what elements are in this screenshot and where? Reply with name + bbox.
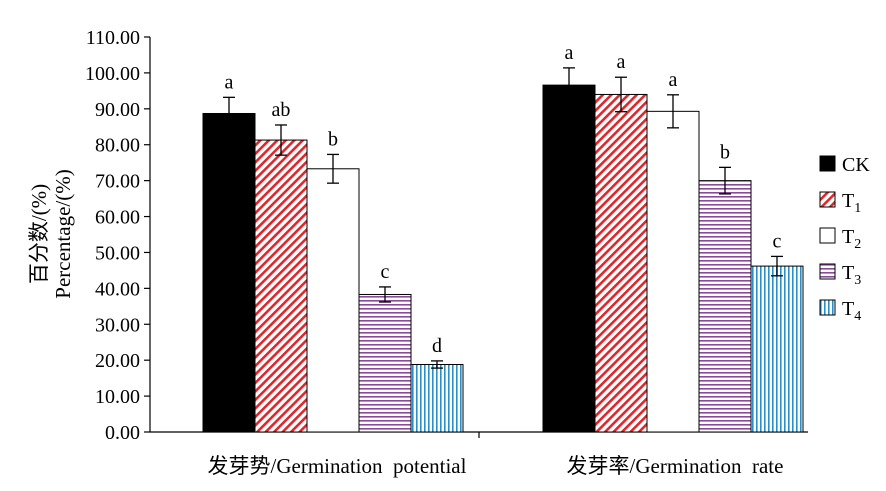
y-tick-label: 10.00 [95, 386, 140, 408]
bar-t4-rate [750, 265, 804, 433]
x-category-label-rate: 发芽率/Germination rate [567, 454, 784, 478]
significance-letter: c [773, 230, 782, 252]
y-axis-title-en-group: Percentage/(%) [51, 169, 75, 298]
significance-letter: a [225, 71, 234, 93]
significance-letter: c [381, 261, 390, 283]
significance-letter: a [617, 51, 626, 73]
y-tick-label: 80.00 [95, 135, 140, 157]
legend-label: T1 [842, 190, 861, 216]
bar-ck-rate [542, 84, 596, 433]
y-tick-label: 70.00 [95, 171, 140, 193]
y-ticks: 0.00 10.00 20.00 30.00 40.00 50.00 60.00 70.00 8… [85, 27, 150, 444]
y-tick-label: 110.00 [86, 27, 140, 49]
legend-swatch [819, 263, 836, 280]
y-tick-label: 30.00 [95, 314, 140, 336]
significance-letter: d [432, 335, 442, 357]
significance-letter: a [669, 69, 678, 91]
legend: CK T1 T2 T3 T4 [819, 154, 870, 324]
significance-letter: b [328, 128, 338, 150]
legend-swatch [819, 155, 836, 172]
bar-t1-rate [594, 93, 648, 433]
legend-label: T4 [842, 298, 861, 324]
significance-letter: a [565, 42, 574, 64]
bar-t2-rate [646, 110, 700, 433]
y-tick-label: 100.00 [85, 63, 140, 85]
y-tick-label: 0.00 [105, 422, 140, 444]
bar-t3-rate [698, 180, 752, 433]
bar-t2-potential [306, 168, 360, 433]
legend-label: T2 [842, 226, 861, 252]
bar-t4-potential [410, 363, 464, 433]
bar-t3-potential [358, 293, 412, 433]
legend-label: CK [842, 154, 870, 176]
legend-swatch [819, 227, 836, 244]
y-tick-label: 20.00 [95, 350, 140, 372]
error-bars [223, 67, 783, 369]
legend-label: T3 [842, 262, 861, 288]
bars [202, 84, 804, 433]
legend-swatch [819, 299, 836, 316]
bar-t1-potential [254, 139, 308, 433]
legend-swatch [819, 191, 836, 208]
y-tick-label: 40.00 [95, 278, 140, 300]
y-tick-label: 90.00 [95, 99, 140, 121]
y-axis-title-en: Percentage/(%) [51, 169, 75, 298]
significance-letter: b [720, 141, 730, 163]
significance-letter: ab [272, 99, 291, 121]
x-category-label-potential: 发芽势/Germination potential [208, 454, 467, 478]
y-axis-title-cn: 百分数/(%) [27, 184, 51, 284]
y-tick-label: 50.00 [95, 242, 140, 264]
y-axis-title: 百分数/(%) [27, 184, 51, 284]
x-category-labels: 发芽势/Germination potential 发芽率/Germinatio… [208, 454, 784, 478]
bar-ck-potential [202, 112, 256, 433]
y-tick-label: 60.00 [95, 207, 140, 229]
